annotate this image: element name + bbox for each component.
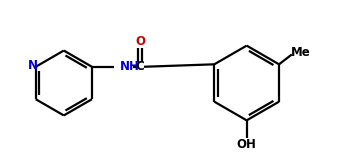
Text: N: N <box>28 59 38 72</box>
Text: O: O <box>135 35 145 48</box>
Text: NH: NH <box>119 60 139 73</box>
Text: C: C <box>136 60 144 73</box>
Text: OH: OH <box>237 138 257 151</box>
Text: Me: Me <box>291 46 311 59</box>
